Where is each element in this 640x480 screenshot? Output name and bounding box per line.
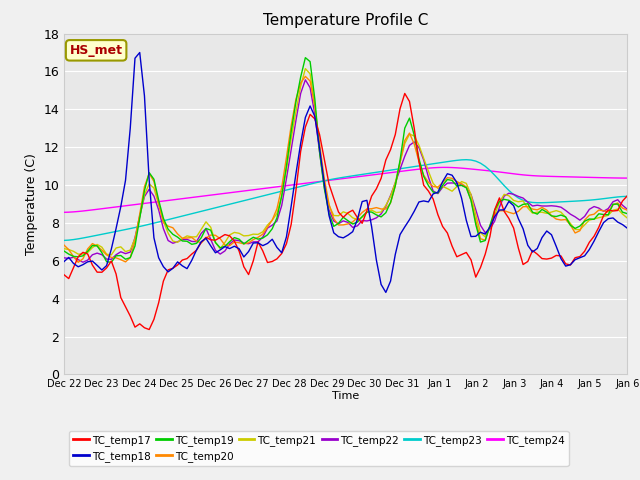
X-axis label: Time: Time xyxy=(332,391,359,401)
Title: Temperature Profile C: Temperature Profile C xyxy=(263,13,428,28)
Legend: TC_temp17, TC_temp18, TC_temp19, TC_temp20, TC_temp21, TC_temp22, TC_temp23, TC_: TC_temp17, TC_temp18, TC_temp19, TC_temp… xyxy=(69,431,568,466)
Text: HS_met: HS_met xyxy=(70,44,123,57)
Y-axis label: Temperature (C): Temperature (C) xyxy=(25,153,38,255)
